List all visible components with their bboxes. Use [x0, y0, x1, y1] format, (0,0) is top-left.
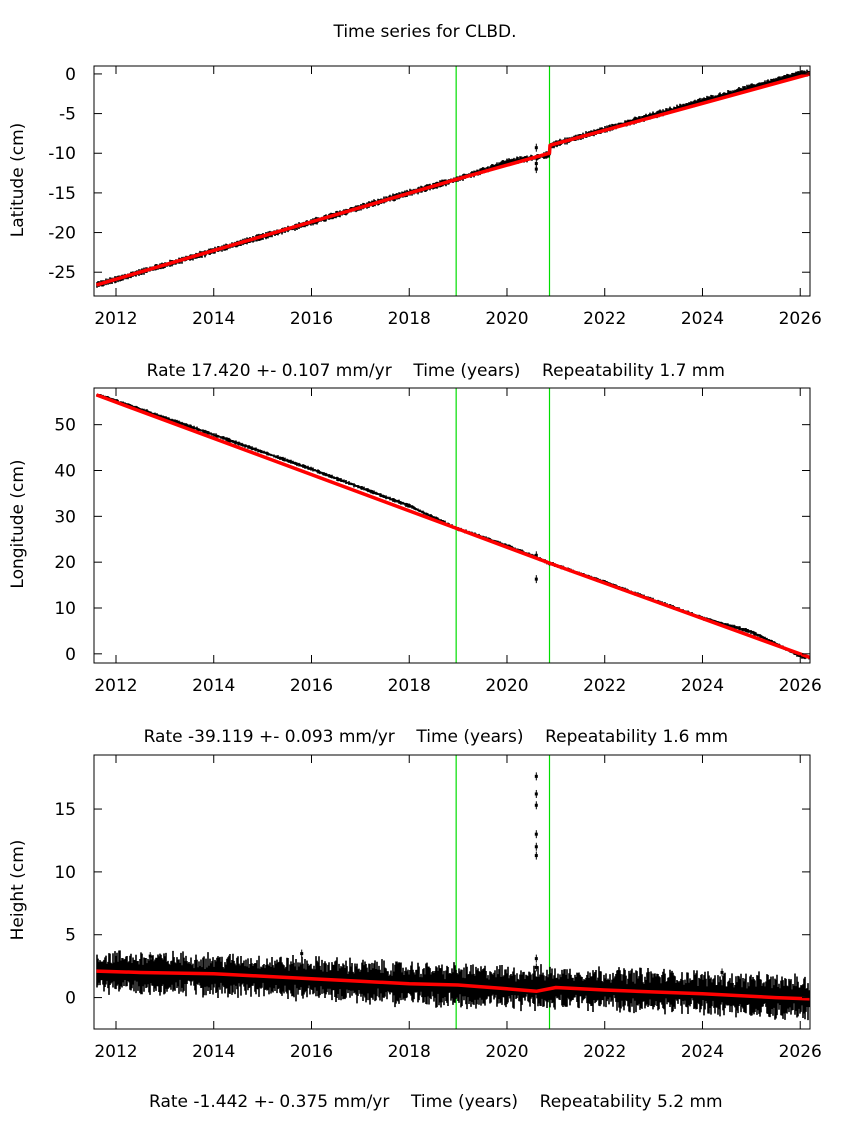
latitude-panel: 2012 2014 2016 2018 2020 2022 2024 2026 0 -5 -10 -1…: [0, 0, 850, 381]
outlier-point: [534, 854, 538, 858]
x-tick-label: 2016: [290, 309, 333, 329]
plot-frame: [93, 387, 811, 664]
height-footer: Rate -1.442 +- 0.375 mm/yr Time (years) …: [0, 1072, 850, 1132]
outlier-point: [534, 845, 538, 849]
longitude-rate: Rate -39.119 +- 0.093 mm/yr: [143, 727, 395, 747]
x-tick-label: 2022: [583, 676, 626, 696]
outlier-point: [148, 954, 152, 958]
x-tick-label: 2014: [192, 1042, 235, 1062]
x-tick-label: 2014: [192, 676, 235, 696]
y-tick-label: -20: [48, 224, 76, 244]
latitude-repeatability: Repeatability 1.7 mm: [542, 361, 725, 381]
model-line: [95, 393, 810, 660]
longitude-xlabel: Time (years): [416, 727, 524, 747]
x-tick-label: 2026: [779, 1042, 822, 1062]
x-tick-label: 2018: [388, 676, 431, 696]
height-rate: Rate -1.442 +- 0.375 mm/yr: [149, 1092, 390, 1112]
y-tick-label: 5: [65, 926, 76, 946]
height-ylabel: Height (cm): [8, 839, 28, 941]
height-xlabel: Time (years): [410, 1092, 519, 1112]
y-tick-label: -25: [48, 263, 76, 283]
latitude-plot: 2012 2014 2016 2018 2020 2022 2024 2026 0 -5 -10 -1…: [48, 65, 822, 329]
y-tick-label: 0: [65, 989, 76, 1009]
y-tick-label: -5: [59, 105, 76, 125]
plot-area: [95, 66, 810, 296]
longitude-repeatability: Repeatability 1.6 mm: [545, 727, 729, 747]
x-tick-label: 2024: [681, 676, 724, 696]
y-tick-label: 15: [54, 800, 76, 820]
y-tick-label: 0: [65, 65, 76, 85]
plot-frame: [93, 65, 811, 297]
x-tick-label: 2018: [388, 309, 431, 329]
x-tick-label: 2012: [94, 1042, 137, 1062]
x-tick-label: 2026: [779, 309, 822, 329]
x-tick-label: 2012: [94, 676, 137, 696]
figure-title: Time series for CLBD.: [333, 22, 517, 42]
y-tick-label: 50: [54, 416, 76, 436]
outlier-point: [534, 162, 538, 166]
x-tick-label: 2016: [290, 676, 333, 696]
y-tick-label: 20: [54, 553, 76, 573]
outlier-point: [534, 832, 538, 836]
y-tick-label: 30: [54, 507, 76, 527]
outlier-point: [300, 952, 304, 956]
y-tick-label: 0: [65, 645, 76, 665]
longitude-footer: Rate -39.119 +- 0.093 mm/yr Time (years)…: [0, 707, 850, 767]
x-tick-label: 2014: [192, 309, 235, 329]
x-tick-label: 2018: [388, 1042, 431, 1062]
longitude-plot: 2012 2014 2016 2018 2020 2022 2024 2026 0 10 20 30 4…: [54, 387, 822, 696]
plot-area: [95, 388, 810, 663]
x-tick-label: 2022: [583, 309, 626, 329]
latitude-footer: Rate 17.420 +- 0.107 mm/yr Time (years) …: [0, 341, 850, 401]
outlier-point: [534, 146, 538, 150]
y-tick-label: 10: [54, 599, 76, 619]
height-repeatability: Repeatability 5.2 mm: [539, 1092, 723, 1112]
x-tick-label: 2016: [290, 1042, 333, 1062]
latitude-rate: Rate 17.420 +- 0.107 mm/yr: [146, 361, 392, 381]
outlier-point: [534, 792, 538, 796]
latitude-xlabel: Time (years): [413, 361, 521, 381]
outlier-point: [534, 553, 538, 557]
outlier-point: [534, 965, 538, 969]
y-tick-label: 40: [54, 462, 76, 482]
x-tick-label: 2020: [485, 1042, 528, 1062]
outlier-point: [534, 577, 538, 581]
y-tick-label: 10: [54, 863, 76, 883]
outlier-point: [720, 970, 724, 974]
height-plot: 2012 2014 2016 2018 2020 2022 2024 2026 0 5 10 15: [54, 754, 822, 1062]
x-tick-label: 2024: [681, 309, 724, 329]
model-line: [96, 969, 810, 1001]
y-tick-label: -10: [48, 144, 76, 164]
outlier-point: [534, 957, 538, 961]
outlier-point: [534, 803, 538, 807]
model-line: [95, 72, 810, 287]
x-tick-label: 2020: [485, 676, 528, 696]
outlier-point: [534, 167, 538, 171]
y-tick-label: -15: [48, 184, 76, 204]
x-tick-label: 2012: [94, 309, 137, 329]
plot-frame: [93, 754, 811, 1030]
outlier-point: [534, 774, 538, 778]
x-tick-label: 2024: [681, 1042, 724, 1062]
longitude-panel: 2012 2014 2016 2018 2020 2022 2024 2026 0 10 20 30 4…: [8, 387, 822, 747]
x-tick-label: 2022: [583, 1042, 626, 1062]
x-tick-label: 2020: [485, 309, 528, 329]
x-tick-label: 2026: [779, 676, 822, 696]
height-panel: 2012 2014 2016 2018 2020 2022 2024 2026 0 5 10 15 H…: [8, 754, 822, 1112]
plot-area: [96, 755, 810, 1029]
